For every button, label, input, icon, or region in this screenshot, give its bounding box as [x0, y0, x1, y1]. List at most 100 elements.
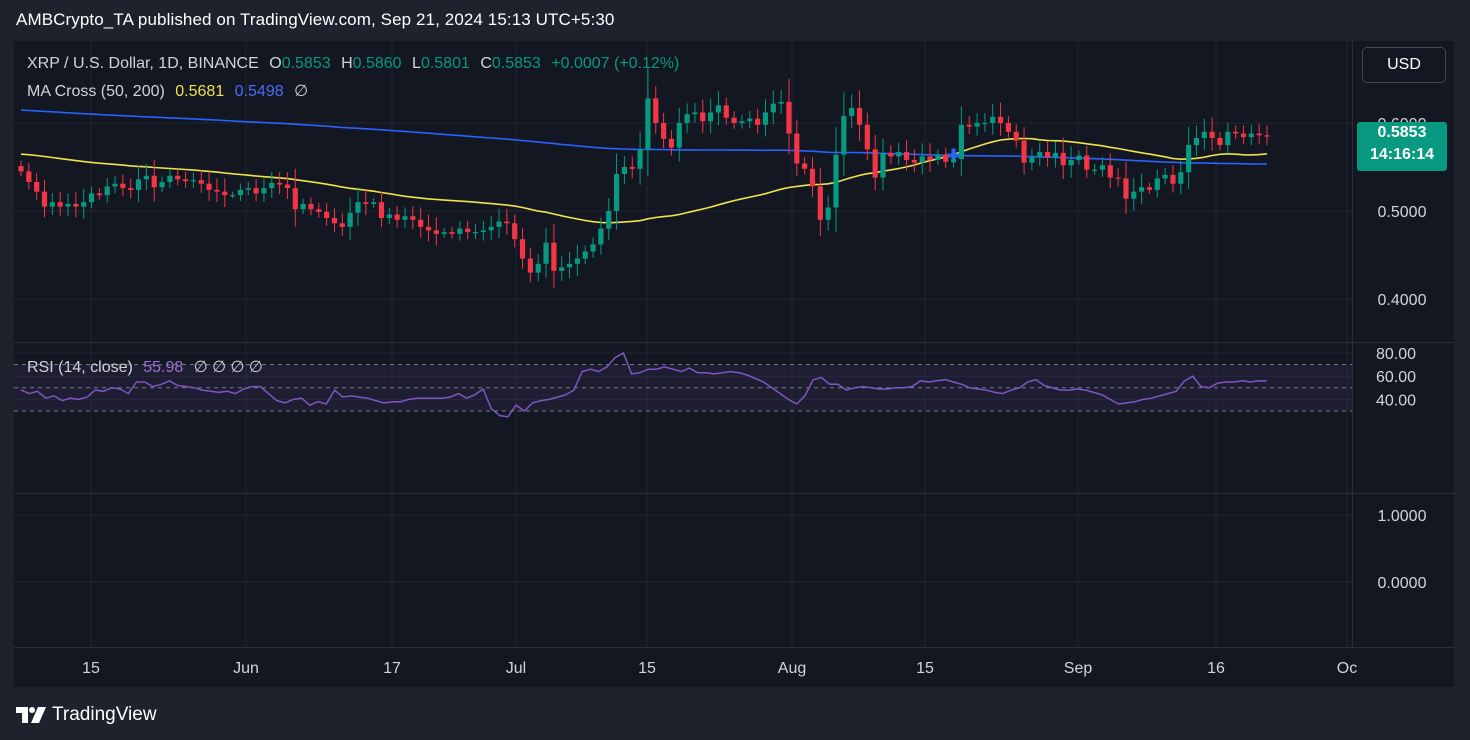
candle	[1029, 148, 1035, 171]
main-legend[interactable]: XRP / U.S. Dollar, 1D, BINANCE O0.5853 H…	[27, 55, 679, 73]
candle-body	[684, 114, 690, 123]
candle	[1233, 125, 1239, 140]
candle-body	[966, 124, 972, 127]
rsi-tick-label: 60.00	[1376, 369, 1416, 386]
candle	[590, 237, 596, 258]
candle-body	[363, 202, 369, 204]
candle-body	[660, 123, 667, 139]
candle	[73, 192, 79, 218]
candle-body	[527, 258, 533, 273]
candle-body	[1044, 152, 1051, 158]
candle-body	[1225, 131, 1231, 145]
last-price-label: 0.5853 14:16:14	[1357, 122, 1447, 171]
candle	[418, 207, 424, 238]
candle	[1037, 142, 1043, 166]
candle	[57, 191, 63, 216]
chart-frame[interactable]: 15Jun17Jul15Aug15Sep16Oc0.60000.50000.40…	[14, 41, 1454, 687]
candle	[762, 99, 769, 137]
candle-body	[708, 112, 714, 122]
candle	[120, 174, 126, 197]
pane3-tick-label: 0.0000	[1378, 575, 1427, 592]
bar-countdown: 14:16:14	[1369, 146, 1435, 163]
candle-body	[715, 105, 722, 113]
candle	[668, 130, 675, 156]
candle	[676, 107, 682, 162]
close-label: C	[480, 55, 492, 72]
candle	[794, 119, 800, 177]
candle-body	[1162, 174, 1168, 179]
candle-body	[316, 209, 322, 212]
candle-body	[410, 216, 416, 220]
candle-body	[598, 228, 604, 245]
candle	[135, 165, 142, 203]
candle	[1060, 137, 1066, 179]
candle-body	[167, 175, 173, 182]
chart-canvas[interactable]: 15Jun17Jul15Aug15Sep16Oc0.60000.50000.40…	[14, 41, 1454, 687]
candle	[496, 208, 502, 239]
footer-brand[interactable]: TradingView	[16, 704, 157, 726]
candle-body	[1029, 157, 1035, 163]
candle-body	[214, 189, 220, 192]
candle	[41, 179, 48, 218]
candle-body	[637, 149, 643, 169]
candle	[504, 208, 510, 235]
candle	[206, 171, 212, 201]
candle	[261, 178, 267, 203]
candle-body	[198, 180, 204, 184]
candle-body	[700, 112, 706, 122]
candle-body	[81, 202, 87, 207]
candle	[472, 224, 479, 240]
ma-cross-legend[interactable]: MA Cross (50, 200) 0.5681 0.5498 ∅	[27, 81, 308, 101]
rsi-legend[interactable]: RSI (14, close) 55.98 ∅ ∅ ∅ ∅	[27, 357, 263, 377]
candle	[645, 68, 651, 177]
candle	[88, 186, 95, 209]
candle-body	[339, 223, 345, 227]
candle-body	[261, 188, 267, 194]
candle-body	[175, 175, 181, 180]
candle	[480, 220, 486, 241]
candle	[1146, 182, 1153, 194]
candle-body	[927, 156, 933, 160]
candle-body	[582, 251, 588, 259]
candle	[182, 172, 189, 188]
candle	[660, 112, 667, 148]
candle	[786, 78, 792, 155]
candle-body	[559, 267, 565, 271]
candle-body	[441, 232, 447, 234]
candle	[802, 157, 808, 175]
candle	[872, 134, 878, 191]
candle-body	[535, 263, 541, 273]
candle	[1044, 141, 1051, 167]
candle	[1013, 124, 1019, 148]
candle	[378, 192, 385, 228]
candle-body	[1154, 178, 1160, 190]
candle-body	[371, 202, 377, 204]
candle	[1193, 125, 1200, 157]
ma200-layer	[20, 109, 1268, 165]
candle-body	[88, 193, 95, 203]
ma50-value: 0.5681	[175, 83, 225, 100]
currency-button[interactable]: USD	[1362, 47, 1446, 83]
candle-body	[551, 242, 557, 271]
candle	[512, 214, 518, 248]
candle-body	[182, 179, 189, 182]
candle	[363, 189, 369, 216]
candle	[394, 205, 400, 228]
candle-layer	[18, 68, 1270, 288]
candle	[1091, 164, 1098, 175]
candle	[222, 178, 228, 208]
candle	[1076, 150, 1082, 165]
candle-body	[104, 186, 110, 196]
rsi-line	[20, 351, 1268, 418]
candle-body	[911, 159, 917, 163]
candle-body	[1021, 140, 1027, 163]
candle-body	[974, 123, 980, 127]
candle-body	[96, 193, 102, 196]
candle	[519, 227, 526, 269]
candle	[755, 108, 761, 134]
candle-body	[253, 188, 259, 194]
candle	[849, 94, 855, 129]
candle-body	[668, 138, 675, 148]
ma50-line	[20, 137, 1268, 224]
x-tick-label: Jun	[233, 660, 259, 677]
